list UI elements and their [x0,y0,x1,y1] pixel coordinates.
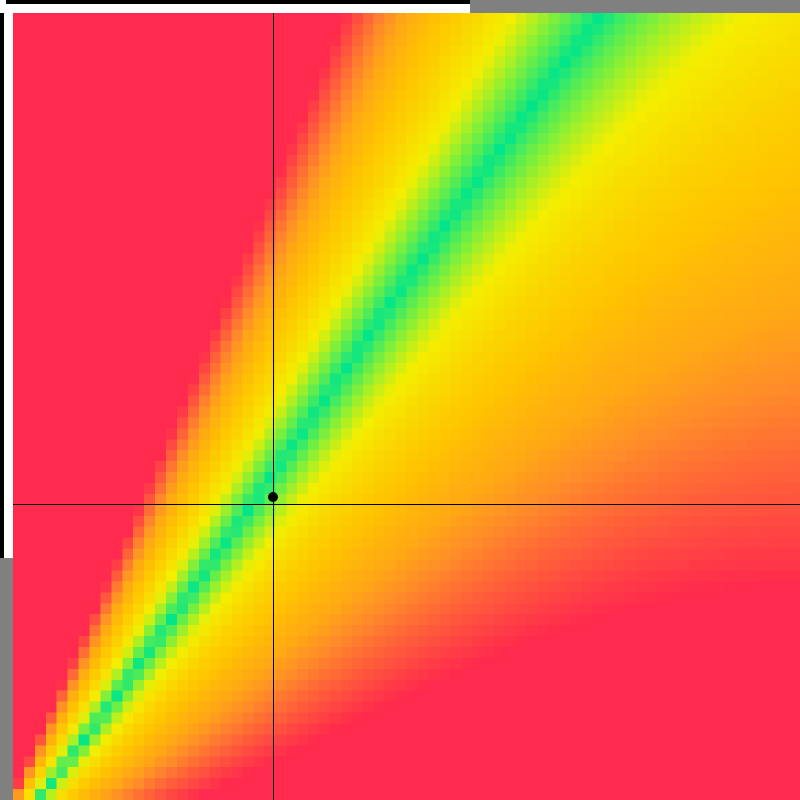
x-axis [13,504,800,505]
top-border-left [6,0,470,4]
plot-stage [0,0,800,800]
top-border-right [470,0,800,13]
heatmap-canvas [13,13,800,800]
left-border-bottom [0,558,13,800]
origin-marker [268,492,278,502]
y-axis [273,13,274,800]
left-border-top [0,13,4,558]
